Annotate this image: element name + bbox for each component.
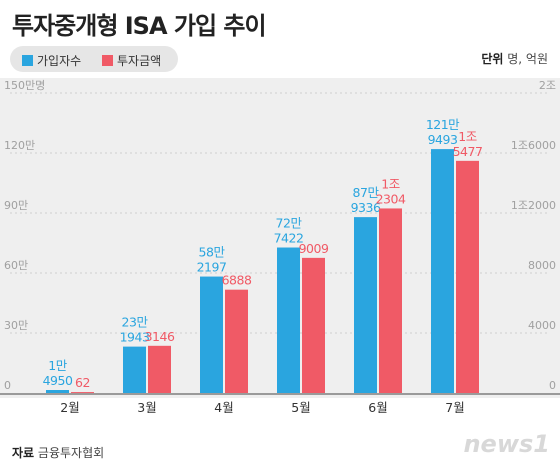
x-tick-label: 4월 [214, 400, 233, 415]
data-label-subscribers: 9493 [428, 132, 458, 147]
legend-item-investment: 투자금액 [102, 52, 161, 69]
y-left-tick-label: 60만 [4, 259, 28, 272]
y-left-tick-label: 150만명 [4, 79, 45, 92]
bar-subscribers [46, 390, 69, 393]
data-label-subscribers: 87만 [353, 185, 380, 200]
data-label-subscribers: 2197 [197, 260, 227, 275]
bar-subscribers [354, 217, 377, 393]
data-label-subscribers: 1만 [48, 358, 67, 373]
y-left-tick-label: 30만 [4, 319, 28, 332]
legend-item-subscribers: 가입자수 [22, 52, 81, 69]
y-right-tick-label: 0 [549, 379, 556, 392]
bar-subscribers [431, 149, 454, 393]
data-label-subscribers: 23만 [122, 315, 149, 330]
data-label-investment: 1조 [458, 129, 476, 144]
unit-note: 단위 명, 억원 [481, 50, 548, 67]
legend-label-subscribers: 가입자수 [37, 54, 82, 68]
y-left-tick-label: 0 [4, 379, 11, 392]
data-label-subscribers: 9336 [351, 200, 381, 215]
data-label-investment: 62 [75, 375, 90, 390]
page-title: 투자중개형 ISA 가입 추이 [12, 12, 267, 40]
bar-investment [302, 257, 325, 393]
x-tick-label: 5월 [291, 400, 310, 415]
data-label-subscribers: 121만 [426, 117, 460, 132]
y-right-tick-label: 1조6000 [511, 139, 556, 152]
legend-swatch-red [102, 55, 113, 66]
legend: 가입자수 투자금액 [10, 46, 178, 72]
y-right-tick-label: 4000 [528, 319, 556, 332]
bar-subscribers [277, 247, 300, 393]
legend-label-investment: 투자금액 [117, 54, 162, 68]
y-right-tick-label: 2조 [539, 79, 556, 92]
y-right-tick-label: 8000 [528, 259, 556, 272]
data-label-investment: 5477 [453, 144, 483, 159]
data-label-subscribers: 58만 [199, 245, 226, 260]
x-tick-label: 6월 [368, 400, 387, 415]
source-note: 자료 금융투자협회 [12, 444, 104, 461]
data-label-investment: 3146 [145, 329, 175, 344]
data-label-subscribers: 1943 [120, 330, 150, 345]
y-right-tick-label: 1조2000 [511, 199, 556, 212]
data-label-investment: 9009 [299, 241, 329, 256]
bar-investment [71, 392, 94, 394]
bar-investment [225, 289, 248, 393]
bar-investment [456, 160, 479, 393]
data-label-investment: 1조 [381, 176, 399, 191]
bar-subscribers [200, 276, 223, 393]
bar-investment [148, 345, 171, 393]
bar-subscribers [123, 346, 146, 393]
data-label-subscribers: 7422 [274, 231, 304, 246]
unit-value: 명, 억원 [507, 52, 548, 66]
x-tick-label: 2월 [60, 400, 79, 415]
x-tick-label: 7월 [445, 400, 464, 415]
y-left-tick-label: 120만 [4, 139, 35, 152]
news1-logo: news1 [463, 430, 550, 458]
legend-swatch-blue [22, 55, 33, 66]
x-tick-label: 3월 [137, 400, 156, 415]
y-left-tick-label: 90만 [4, 199, 28, 212]
unit-label: 단위 [481, 52, 504, 66]
source-value: 금융투자협회 [37, 446, 105, 460]
bar-investment [379, 208, 402, 393]
data-label-subscribers: 72만 [276, 216, 303, 231]
data-label-subscribers: 4950 [43, 373, 73, 388]
data-label-investment: 2304 [376, 191, 406, 206]
data-label-investment: 6888 [222, 273, 252, 288]
source-label: 자료 [12, 446, 35, 460]
